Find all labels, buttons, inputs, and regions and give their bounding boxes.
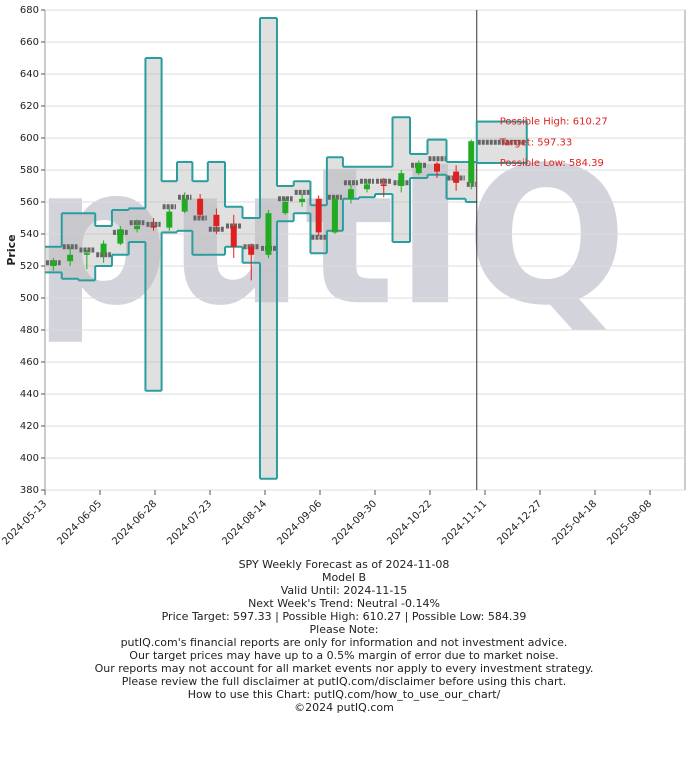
footer-line: ©2024 putIQ.com (294, 701, 394, 714)
x-tick-label: 2024-07-23 (165, 498, 214, 547)
forecast-label: Possible Low: 584.39 (500, 158, 604, 169)
footer-line: Please Note: (310, 623, 379, 636)
y-tick-label: 380 (20, 485, 39, 496)
x-tick-label: 2024-12-27 (495, 498, 544, 547)
y-tick-label: 540 (20, 229, 39, 240)
y-axis-label: Price (5, 234, 18, 265)
footer-line: SPY Weekly Forecast as of 2024-11-08 (239, 558, 450, 571)
x-tick-label: 2024-10-22 (385, 498, 434, 547)
band (61, 213, 79, 279)
candle-body (331, 198, 338, 233)
y-tick-label: 600 (20, 133, 39, 144)
x-tick-label: 2024-08-14 (220, 498, 269, 547)
footer-line: putIQ.com's financial reports are only f… (121, 636, 568, 649)
candle-body (197, 198, 204, 215)
band (326, 157, 343, 231)
candle-body (100, 243, 107, 254)
y-tick-label: 640 (20, 69, 39, 80)
y-tick-label: 520 (20, 261, 39, 272)
x-tick-label: 2024-11-11 (440, 498, 489, 547)
x-tick-label: 2025-04-18 (550, 498, 599, 547)
candle-body (434, 163, 440, 172)
candle-body (67, 254, 74, 262)
footer-line: Our target prices may have up to a 0.5% … (129, 649, 558, 662)
y-tick-label: 400 (20, 453, 39, 464)
forecast-label: Target: 597.33 (499, 137, 572, 148)
candle-body (265, 213, 272, 255)
x-tick-label: 2024-05-13 (0, 498, 49, 547)
footer-line: Price Target: 597.33 | Possible High: 61… (162, 610, 527, 623)
candle-body (363, 184, 370, 190)
candle-body (213, 214, 220, 226)
x-tick-label: 2024-09-06 (275, 498, 324, 547)
footer-line: Valid Until: 2024-11-15 (281, 584, 408, 597)
y-tick-label: 420 (20, 421, 39, 432)
candle-body (230, 226, 237, 247)
candle-body (282, 202, 289, 214)
candle-body (315, 198, 322, 233)
footer-line: Model B (322, 571, 366, 584)
band (342, 166, 359, 199)
watermark: putIQ (33, 126, 627, 347)
x-tick-label: 2024-06-05 (55, 498, 104, 547)
y-tick-label: 620 (20, 101, 39, 112)
candle-body (468, 141, 475, 183)
candle-body (415, 163, 422, 174)
y-tick-label: 660 (20, 37, 39, 48)
plot-area (44, 9, 686, 491)
footer-line: How to use this Chart: putIQ.com/how_to_… (188, 688, 501, 701)
footer-line: Next Week's Trend: Neutral -0.14% (248, 597, 440, 610)
candle-body (181, 198, 188, 212)
y-tick-label: 440 (20, 389, 39, 400)
candle-body (134, 226, 141, 230)
y-tick-label: 580 (20, 165, 39, 176)
candle-body (453, 171, 460, 183)
footer-line: Please review the full disclaimer at put… (122, 675, 567, 688)
y-tick-label: 500 (20, 293, 39, 304)
band (242, 218, 260, 263)
footer-line: Our reports may not account for all mark… (95, 662, 594, 675)
forecast-label: Possible High: 610.27 (500, 117, 608, 128)
candle-body (117, 229, 124, 244)
candle-body (299, 198, 306, 202)
y-tick-label: 480 (20, 325, 39, 336)
candle-body (380, 184, 387, 186)
y-tick-label: 460 (20, 357, 39, 368)
candle-body (398, 173, 405, 186)
x-tick-label: 2024-09-30 (330, 498, 379, 547)
y-tick-label: 560 (20, 197, 39, 208)
y-tick-label: 680 (20, 5, 39, 16)
x-tick-label: 2025-08-08 (605, 498, 654, 547)
band (78, 213, 96, 281)
candle-body (248, 246, 255, 255)
candle-body (150, 226, 157, 228)
candle-body (347, 189, 354, 199)
candle-body (166, 211, 173, 228)
candle-body (83, 253, 90, 255)
candle-body (50, 261, 57, 266)
x-tick-label: 2024-06-28 (110, 498, 159, 547)
